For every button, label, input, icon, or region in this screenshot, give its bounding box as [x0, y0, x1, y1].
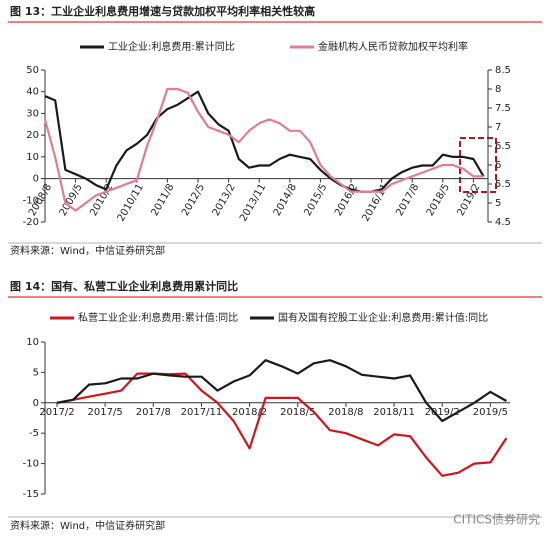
- y-tick-label: 10: [26, 152, 39, 163]
- x-tick-label: 2014/8: [272, 182, 299, 218]
- y-tick-label: -10: [23, 195, 39, 206]
- series-line: [44, 90, 485, 193]
- x-tick-label: 2018/8: [328, 407, 363, 418]
- y-tick-label: -20: [23, 217, 39, 228]
- y2-tick-label: 6.5: [495, 141, 511, 152]
- x-tick-label: 2018/11: [373, 407, 415, 418]
- y-tick-label: 50: [26, 65, 39, 76]
- y-tick-label: 20: [26, 130, 39, 141]
- legend-label: 私营工业企业:利息费用:累计值:同比: [78, 311, 238, 324]
- y-tick-label: -15: [23, 489, 39, 500]
- highlight-box: [459, 137, 497, 193]
- x-tick-label: 2017/8: [136, 407, 171, 418]
- x-tick-label: 2017/2: [39, 407, 74, 418]
- x-tick-label: 2018/2: [232, 407, 267, 418]
- x-tick-label: 2013/11: [238, 182, 268, 223]
- y2-tick-label: 5.5: [495, 179, 511, 190]
- source: 资料来源：Wind，中信证券研究部: [10, 244, 165, 257]
- watermark: CITICS债券研究: [453, 512, 540, 527]
- y2-tick-label: 8.5: [495, 65, 511, 76]
- y-tick-label: -10: [23, 459, 39, 470]
- y-tick-label: 5: [33, 367, 39, 378]
- series-line: [43, 87, 484, 212]
- x-tick-label: 2017/11: [181, 407, 223, 418]
- x-tick-label: 2019/2: [425, 407, 460, 418]
- y2-tick-label: 8: [495, 84, 501, 95]
- y2-tick-label: 6: [495, 160, 501, 171]
- x-tick-label: 2012/5: [180, 182, 207, 218]
- y2-tick-label: 4.5: [495, 217, 511, 228]
- series-line: [56, 359, 507, 423]
- y-tick-label: 40: [26, 87, 39, 98]
- y-tick-label: -5: [29, 428, 39, 439]
- chart-title: 图 14：国有、私营工业企业利息费用累计同比: [10, 279, 238, 293]
- y-tick-label: 30: [26, 108, 39, 119]
- x-tick-label: 2010/11: [116, 182, 146, 223]
- chart-title: 图 13：工业企业利息费用增速与贷款加权平均利率相关性较高: [10, 4, 315, 18]
- legend-label: 金融机构人民币贷款加权平均利率: [318, 40, 468, 53]
- y-tick-label: 0: [33, 398, 39, 409]
- x-tick-label: 2018/5: [425, 182, 452, 218]
- legend-label: 工业企业:利息费用:累计同比: [108, 40, 235, 53]
- y-tick-label: 0: [33, 174, 39, 185]
- x-tick-label: 2015/5: [302, 182, 329, 218]
- x-tick-label: 2018/5: [280, 407, 315, 418]
- x-tick-label: 2017/5: [88, 407, 123, 418]
- y2-tick-label: 7: [495, 122, 501, 133]
- legend-label: 国有及国有控股工业企业:利息费用:累计值:同比: [278, 311, 488, 324]
- series-line: [56, 372, 508, 477]
- x-tick-label: 2017/8: [394, 182, 421, 218]
- source: 资料来源：Wind，中信证券研究部: [10, 519, 165, 532]
- x-tick-label: 2013/2: [211, 182, 238, 218]
- y2-tick-label: 7.5: [495, 103, 511, 114]
- x-tick-label: 2019/5: [473, 407, 508, 418]
- x-tick-label: 2011/8: [149, 182, 176, 218]
- y-tick-label: 10: [26, 337, 39, 348]
- y2-tick-label: 5: [495, 198, 501, 209]
